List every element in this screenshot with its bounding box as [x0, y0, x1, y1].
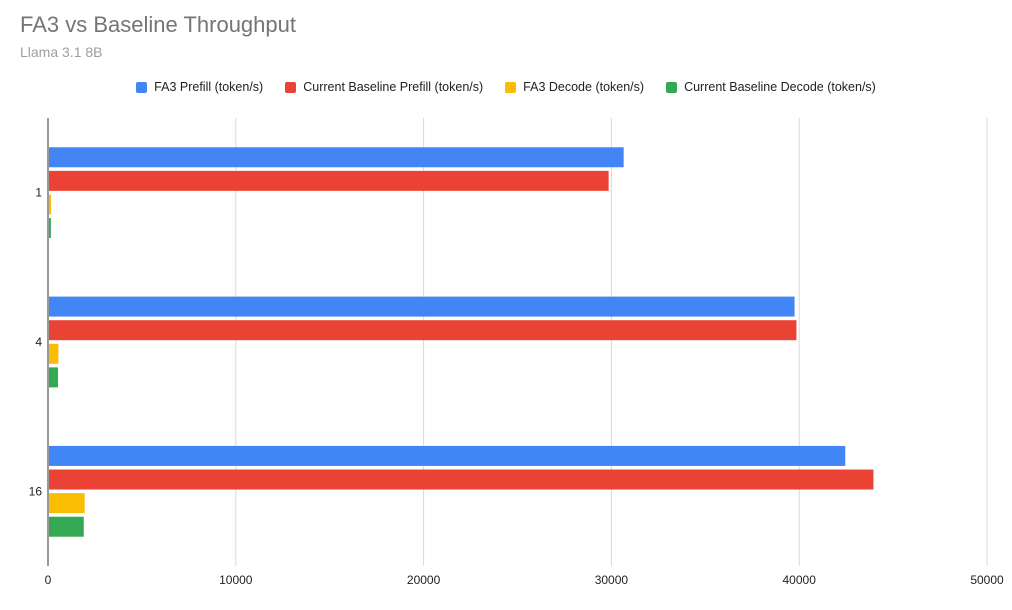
bar — [49, 218, 51, 239]
chart-subtitle: Llama 3.1 8B — [20, 44, 103, 60]
bar — [49, 367, 59, 388]
y-tick-label: 16 — [29, 484, 43, 498]
legend-item-fa3-decode[interactable]: FA3 Decode (token/s) — [505, 80, 644, 94]
bar — [49, 516, 84, 537]
legend-swatch — [285, 81, 297, 93]
bar — [49, 469, 874, 490]
bar — [49, 445, 846, 466]
legend-swatch — [666, 81, 678, 93]
bar — [49, 343, 59, 364]
legend-label: FA3 Decode (token/s) — [523, 80, 645, 94]
bar — [49, 320, 797, 341]
bar — [49, 170, 609, 191]
legend: FA3 Prefill (token/s) Current Baseline P… — [0, 80, 1012, 94]
legend-swatch — [505, 81, 517, 93]
legend-label: Current Baseline Decode (token/s) — [684, 80, 876, 94]
legend-item-baseline-decode[interactable]: Current Baseline Decode (token/s) — [666, 80, 876, 94]
legend-item-fa3-prefill[interactable]: FA3 Prefill (token/s) — [136, 80, 263, 94]
x-tick-label: 50000 — [970, 573, 1004, 587]
x-tick-label: 10000 — [219, 573, 253, 587]
legend-label: Current Baseline Prefill (token/s) — [303, 80, 484, 94]
bar — [49, 147, 624, 168]
bar — [49, 296, 795, 317]
y-tick-label: 1 — [35, 186, 42, 200]
chart-title: FA3 vs Baseline Throughput — [20, 12, 296, 37]
y-tick-label: 4 — [35, 335, 42, 349]
legend-item-baseline-prefill[interactable]: Current Baseline Prefill (token/s) — [285, 80, 483, 94]
bar — [49, 493, 85, 514]
legend-swatch — [136, 81, 148, 93]
bar — [49, 194, 52, 215]
x-tick-label: 30000 — [595, 573, 629, 587]
legend-label: FA3 Prefill (token/s) — [154, 80, 264, 94]
x-tick-label: 20000 — [407, 573, 441, 587]
x-tick-label: 0 — [45, 573, 52, 587]
x-tick-label: 40000 — [783, 573, 817, 587]
